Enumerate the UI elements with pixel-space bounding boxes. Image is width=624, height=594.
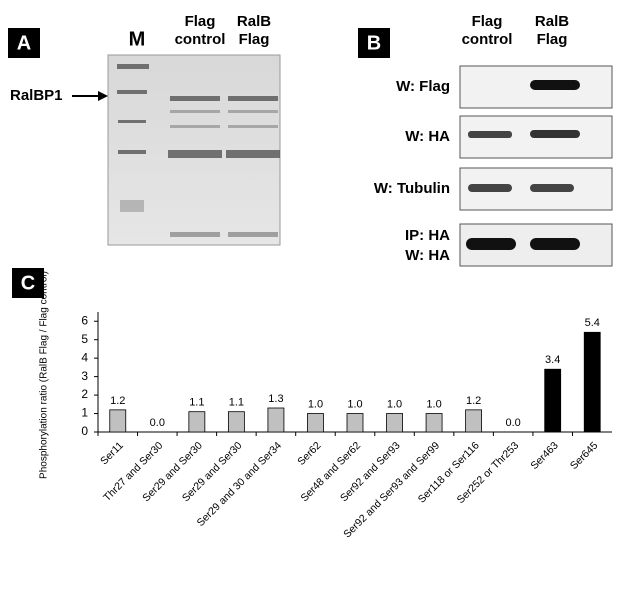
y-tick-label: 2	[81, 387, 88, 401]
lane-label: M	[129, 28, 146, 50]
row-label: IP: HA	[405, 227, 450, 244]
bar	[544, 368, 562, 433]
marker-label: RalBP1	[10, 87, 63, 104]
value-label: 0.0	[506, 417, 521, 429]
y-tick-label: 5	[81, 332, 88, 346]
panel-label: C	[21, 272, 35, 294]
panel-box	[8, 28, 40, 58]
value-label: 1.3	[268, 393, 283, 405]
arrow-head	[98, 91, 108, 101]
lane-label: Flag	[472, 13, 503, 30]
panel-label: A	[17, 32, 31, 54]
value-label: 1.0	[426, 398, 441, 410]
row-label: W: HA	[405, 247, 450, 264]
x-tick-label: Ser11	[98, 439, 126, 467]
y-tick-label: 0	[81, 424, 88, 438]
lane-label: Flag	[239, 31, 270, 48]
lane-label: RalB	[535, 13, 569, 30]
y-tick-label: 4	[81, 350, 88, 364]
bar	[267, 407, 285, 433]
row-label: W: Flag	[396, 78, 450, 95]
bar	[425, 413, 443, 433]
value-label: 0.0	[150, 417, 165, 429]
lane-label: Flag	[185, 13, 216, 30]
bar	[465, 409, 483, 433]
value-label: 1.1	[189, 397, 204, 409]
y-tick-label: 1	[81, 406, 88, 420]
row-label: W: Tubulin	[374, 180, 450, 197]
value-label: 1.1	[229, 397, 244, 409]
bar	[188, 411, 206, 433]
bar	[386, 413, 403, 433]
value-label: 3.4	[545, 354, 560, 366]
bar	[307, 413, 324, 433]
lane-label: RalB	[237, 13, 271, 30]
bar	[109, 409, 127, 433]
value-label: 1.2	[110, 395, 125, 407]
bar	[346, 413, 364, 433]
x-tick-label: Ser463	[528, 439, 561, 472]
y-tick-label: 3	[81, 369, 88, 383]
gel-bands	[117, 64, 280, 237]
bar	[583, 331, 601, 433]
lane-label: control	[175, 31, 226, 48]
lane-label: control	[462, 31, 513, 48]
value-label: 5.4	[585, 317, 600, 329]
panel-box	[12, 268, 44, 298]
value-label: 1.2	[466, 395, 481, 407]
lane-label: Flag	[537, 31, 568, 48]
value-label: 1.0	[387, 398, 402, 410]
y-axis-label: Phosphorylation ratio (RalB Flag / Flag …	[39, 271, 50, 479]
value-label: 1.0	[308, 398, 323, 410]
x-tick-label: Ser645	[568, 439, 601, 472]
blots	[459, 65, 613, 267]
x-tick-label: Ser62	[295, 439, 323, 467]
bar	[227, 411, 245, 433]
value-label: 1.0	[347, 398, 362, 410]
panel-label: B	[367, 32, 381, 54]
y-tick-label: 6	[81, 313, 88, 327]
panel-box	[358, 28, 390, 58]
row-label: W: HA	[405, 128, 450, 145]
